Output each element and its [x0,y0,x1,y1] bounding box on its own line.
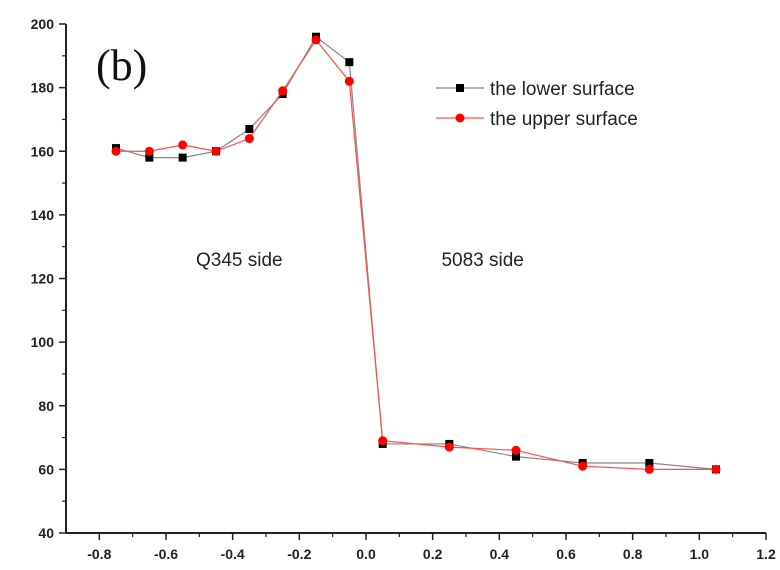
x-tick-label: -0.8 [87,546,111,562]
x-tick-label: 1.0 [690,546,710,562]
legend-marker-circle [455,113,465,123]
data-point-circle [578,461,588,471]
data-point-circle [511,445,521,455]
legend: the lower surface the upper surface [436,79,638,130]
annotation-label: Q345 side [196,250,283,271]
data-point-square [145,153,154,162]
legend-marker-square [456,84,464,92]
data-point-circle [178,140,188,150]
y-tick-label: 200 [31,16,55,32]
data-point-circle [644,464,654,474]
axes: -0.8 -0.6 -0.4 -0.2 0.0 0.2 0.4 0.6 0.8 1.0 1.2 40 6… [31,16,776,562]
series-layer [111,32,721,474]
data-point-circle [444,442,454,452]
data-point-circle [244,134,254,144]
series-line [115,35,717,470]
x-tick-label: -0.4 [221,546,245,562]
data-point-square [245,124,254,133]
x-tick-label: 0.4 [490,546,510,562]
y-tick-label: 160 [31,143,55,159]
data-point-circle [344,76,354,86]
data-point-circle [378,436,388,446]
data-point-circle [144,146,154,156]
legend-label: the lower surface [490,79,635,100]
annotations: Q345 side 5083 side [196,250,524,271]
y-tick-label: 180 [31,80,55,96]
x-tick-label: -0.6 [154,546,178,562]
y-tick-label: 60 [38,461,54,477]
data-point-square [512,452,520,461]
series-upper-surface [111,35,721,474]
data-point-square [178,153,187,162]
data-point-circle [211,146,221,156]
panel-label: (b) [96,41,147,90]
y-tick-label: 100 [31,334,55,350]
annotation-label: 5083 side [441,250,523,271]
x-tick-label: 0.8 [623,546,643,562]
x-tick-label: 0.6 [556,546,576,562]
data-point-square [645,459,654,468]
y-tick-label: 140 [31,207,55,223]
data-point-circle [111,146,121,156]
x-tick-label: 1.2 [756,546,776,562]
legend-label: the upper surface [490,109,638,130]
data-point-circle [278,86,288,96]
data-point-square [345,58,354,67]
data-point-circle [711,464,721,474]
x-tick-label: -0.2 [287,546,311,562]
x-tick-label: 0.0 [356,546,376,562]
y-tick-label: 80 [38,398,54,414]
series-line [116,38,716,470]
x-tick-label: 0.2 [423,546,443,562]
data-point-circle [311,35,321,45]
y-tick-label: 120 [31,271,55,287]
y-tick-label: 40 [38,525,54,541]
